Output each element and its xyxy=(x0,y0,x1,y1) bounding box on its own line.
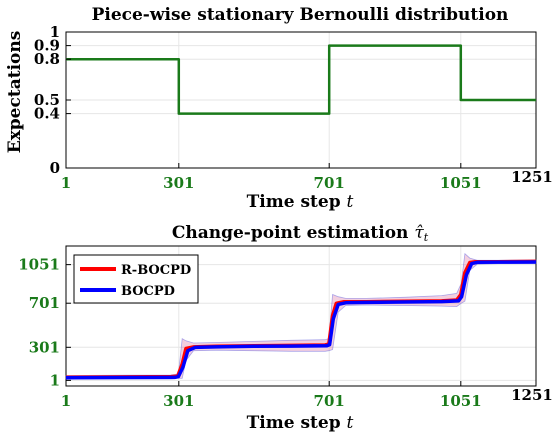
top-ytick-label: 0.5 xyxy=(34,91,60,109)
bottom-series-group xyxy=(65,259,537,380)
bottom-legend: R-BOCPD BOCPD xyxy=(73,254,199,304)
bottom-line-r-bocpd xyxy=(65,259,537,379)
top-ylabel: Expectations xyxy=(5,31,25,154)
top-series-group xyxy=(66,44,536,115)
bottom-xtick-label: 301 xyxy=(163,392,194,410)
bottom-xtick-label: 701 xyxy=(314,392,345,410)
bottom-line-bocpd xyxy=(65,260,537,380)
bottom-xtick-label: 1251 xyxy=(511,386,553,404)
legend-label-bocpd: BOCPD xyxy=(121,284,175,299)
top-yticks: 0 0.40.5 0.80.91 xyxy=(34,23,71,177)
top-xtick-label: 1051 xyxy=(440,174,482,192)
top-ytick-label: 1 xyxy=(50,23,60,41)
bottom-xlabel: Time step t xyxy=(247,413,354,432)
top-xlabel-var: t xyxy=(347,192,354,212)
legend-label-rbocpd: R-BOCPD xyxy=(121,263,191,278)
bottom-title-var: τ̂ xyxy=(414,223,424,243)
bottom-ytick-label: 701 xyxy=(29,294,60,312)
top-ytick-label: 0.4 xyxy=(34,105,60,123)
bottom-xtick-label: 1 xyxy=(61,392,71,410)
top-xtick-label: 301 xyxy=(163,174,194,192)
bottom-ytick-label: 301 xyxy=(29,338,60,356)
top-xtick-label: 701 xyxy=(314,174,345,192)
chart-bottom: Change-point estimation τ̂t 13017011051 … xyxy=(18,223,553,432)
bottom-ytick-label: 1 xyxy=(50,371,60,389)
bottom-xlabel-var: t xyxy=(347,413,354,432)
chart-top: Piece-wise stationary Bernoulli distribu… xyxy=(5,5,553,212)
bottom-xtick-label: 1051 xyxy=(440,392,482,410)
bottom-title-sub: t xyxy=(424,231,429,244)
top-xtick-label: 1 xyxy=(61,174,71,192)
top-line-series-0 xyxy=(66,44,536,115)
top-xtick-label: 1251 xyxy=(511,168,553,186)
top-xticks: 1 301 701 1051 1251 xyxy=(61,163,553,192)
top-xlabel: Time step t xyxy=(247,192,354,212)
top-ytick-label: 0.9 xyxy=(34,37,60,55)
top-ytick-label: 0 xyxy=(50,159,60,177)
top-title: Piece-wise stationary Bernoulli distribu… xyxy=(92,5,509,25)
bottom-ytick-label: 1051 xyxy=(18,256,60,274)
bottom-title: Change-point estimation τ̂t xyxy=(172,223,429,244)
bottom-yticks: 1 301 701 1051 xyxy=(18,256,71,389)
top-ytick-label: 0.8 xyxy=(34,50,60,68)
legend-box xyxy=(73,254,199,304)
bottom-xticks: 1 301 701 1051 1251 xyxy=(61,381,553,410)
bottom-axes-frame xyxy=(65,245,537,387)
